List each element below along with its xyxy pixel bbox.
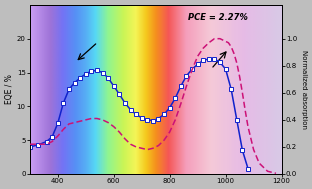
- Text: PCE = 2.27%: PCE = 2.27%: [188, 13, 248, 22]
- Y-axis label: Normalized absorption: Normalized absorption: [301, 50, 307, 129]
- Y-axis label: EQE / %: EQE / %: [5, 74, 14, 104]
